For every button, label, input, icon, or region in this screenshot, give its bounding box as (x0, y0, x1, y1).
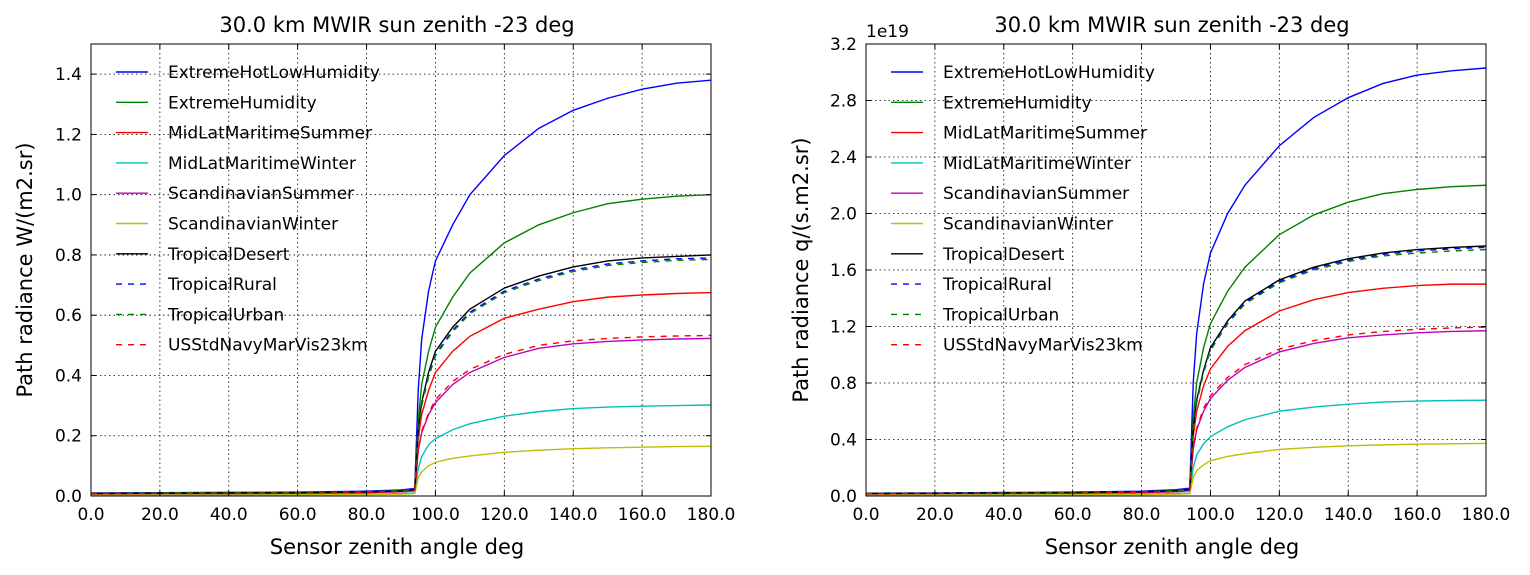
y-offset-text: 1e19 (866, 22, 909, 42)
y-tick-label: 1.0 (55, 186, 82, 206)
x-tick-label: 20.0 (141, 505, 179, 525)
legend-label: USStdNavyMarVis23km (168, 336, 368, 356)
y-tick-label: 2.0 (830, 205, 857, 225)
legend-label: ExtremeHotLowHumidity (943, 63, 1155, 83)
x-axis-ticks: 0.0 20.0 40.0 60.0 80.0 100.0 120.0 140.0 160.0 1… (77, 44, 735, 525)
y-tick-label: 1.2 (830, 318, 857, 338)
y-tick-label: 2.8 (830, 92, 857, 112)
y-axis-ticks: 0.0 0.4 0.8 1.2 1.6 2.0 2.4 2.8 3.2 (830, 35, 1486, 507)
x-tick-label: 120.0 (1255, 505, 1304, 525)
legend-label: ExtremeHumidity (168, 93, 317, 113)
legend-label: TropicalUrban (167, 305, 284, 325)
y-tick-label: 0.6 (55, 306, 82, 326)
y-tick-label: 3.2 (830, 35, 857, 55)
legend-label: ScandinavianSummer (943, 184, 1129, 204)
y-tick-label: 0.8 (830, 374, 857, 394)
legend-label: ScandinavianWinter (168, 215, 338, 235)
legend-label: ScandinavianWinter (943, 215, 1113, 235)
legend-label: MidLatMaritimeWinter (168, 154, 356, 174)
legend-label: ExtremeHotLowHumidity (168, 63, 380, 83)
y-axis-label: Path radiance W/(m2.sr) (13, 142, 37, 397)
y-tick-label: 0.4 (55, 366, 82, 386)
legend-label: TropicalRural (167, 275, 277, 295)
y-tick-label: 0.2 (55, 427, 82, 447)
chart-title: 30.0 km MWIR sun zenith -23 deg (994, 13, 1349, 37)
y-tick-label: 0.0 (830, 487, 857, 507)
y-tick-label: 2.4 (830, 148, 857, 168)
chart-2: 0.0 20.0 40.0 60.0 80.0 100.0 120.0 140.0 160.0 1… (789, 13, 1510, 559)
x-tick-label: 60.0 (279, 505, 317, 525)
x-tick-label: 100.0 (411, 505, 460, 525)
x-axis-label: Sensor zenith angle deg (270, 535, 524, 559)
x-tick-label: 140.0 (1324, 505, 1373, 525)
chart-title: 30.0 km MWIR sun zenith -23 deg (219, 13, 574, 37)
x-tick-label: 100.0 (1186, 505, 1235, 525)
series-line-ScandinavianWinter (91, 445, 712, 496)
axes-frame (90, 43, 712, 497)
x-tick-label: 40.0 (985, 505, 1023, 525)
legend-label: MidLatMaritimeWinter (943, 154, 1131, 174)
y-tick-label: 1.6 (830, 261, 857, 281)
legend-label: TropicalUrban (942, 305, 1059, 325)
x-tick-label: 40.0 (210, 505, 248, 525)
y-tick-label: 0.0 (55, 487, 82, 507)
x-tick-label: 140.0 (549, 505, 598, 525)
legend-label: TropicalRural (942, 275, 1052, 295)
legend-label: MidLatMaritimeSummer (943, 124, 1147, 144)
y-axis-label: Path radiance q/(s.m2.sr) (789, 137, 813, 402)
legend-label: ScandinavianSummer (168, 184, 354, 204)
y-tick-label: 1.2 (55, 125, 82, 145)
x-tick-label: 80.0 (348, 505, 386, 525)
x-tick-label: 60.0 (1054, 505, 1092, 525)
legend-label: USStdNavyMarVis23km (943, 336, 1143, 356)
y-axis-ticks: 0.0 0.2 0.4 0.6 0.8 1.0 1.2 1.4 (55, 65, 711, 507)
plot-area (866, 44, 1486, 496)
x-tick-label: 0.0 (77, 505, 104, 525)
x-tick-label: 180.0 (687, 505, 736, 525)
x-axis-ticks: 0.0 20.0 40.0 60.0 80.0 100.0 120.0 140.0 160.0 1… (852, 44, 1510, 525)
legend: ExtremeHotLowHumidity ExtremeHumidity MidL… (891, 63, 1155, 356)
legend: ExtremeHotLowHumidity ExtremeHumidity MidL… (116, 63, 380, 356)
y-tick-label: 0.4 (830, 431, 857, 451)
y-tick-label: 0.8 (55, 246, 82, 266)
x-tick-label: 80.0 (1123, 505, 1161, 525)
series-line-USStdNavyMarVis23km (90, 334, 712, 495)
legend-label: ExtremeHumidity (943, 93, 1092, 113)
x-tick-label: 20.0 (916, 505, 954, 525)
chart-1: 0.0 20.0 40.0 60.0 80.0 100.0 120.0 140.0 160.0 1… (13, 13, 735, 559)
y-tick-label: 1.4 (55, 65, 82, 85)
plot-area (91, 44, 711, 496)
series-group (90, 79, 712, 496)
series-group (865, 67, 1487, 496)
legend-label: TropicalDesert (942, 245, 1065, 265)
legend-label: TropicalDesert (167, 245, 290, 265)
x-tick-label: 160.0 (618, 505, 667, 525)
x-tick-label: 0.0 (852, 505, 879, 525)
x-tick-label: 160.0 (1393, 505, 1442, 525)
legend-label: MidLatMaritimeSummer (168, 124, 372, 144)
x-tick-label: 120.0 (480, 505, 529, 525)
series-line-ScandinavianWinter (865, 442, 1487, 496)
x-tick-label: 180.0 (1462, 505, 1511, 525)
series-line-USStdNavyMarVis23km (865, 326, 1487, 495)
x-axis-label: Sensor zenith angle deg (1045, 535, 1299, 559)
